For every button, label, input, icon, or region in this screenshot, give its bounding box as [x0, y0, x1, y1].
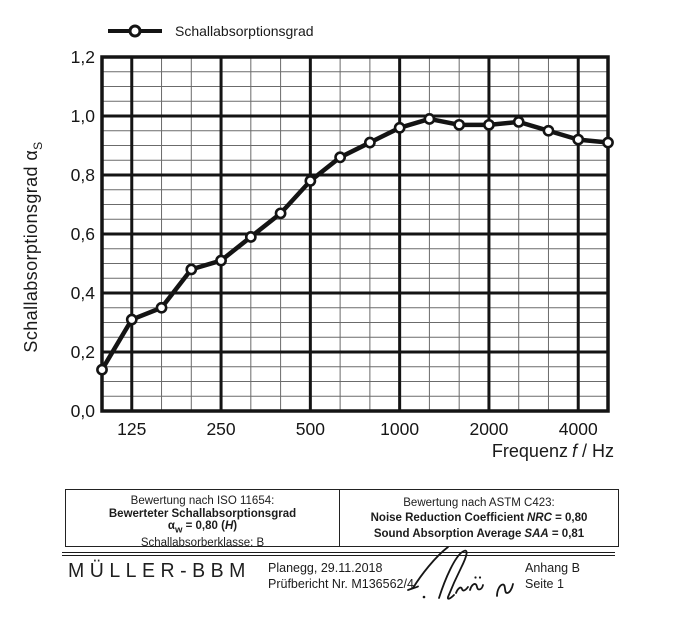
data-point — [304, 174, 317, 187]
astm-saa-value: Sound Absorption Average SAA = 0,81 — [373, 527, 585, 540]
y-axis-title: Schallabsorptionsgrad αS — [21, 141, 45, 352]
data-point — [215, 254, 227, 267]
y-tick-label: 0,8 — [71, 165, 95, 185]
data-point — [542, 124, 555, 137]
y-axis-title-text: Schallabsorptionsgrad α — [21, 149, 42, 353]
absorption-curve — [100, 116, 609, 371]
footer-annex: Anhang B — [525, 561, 580, 575]
x-axis-title: Frequenz f / Hz — [491, 441, 614, 461]
data-point — [512, 116, 525, 128]
footer-report-info: Planegg, 29.11.2018 Prüfbericht Nr. M136… — [268, 560, 414, 592]
footer-divider — [62, 552, 615, 556]
footer-place-date: Planegg, 29.11.2018 — [268, 561, 383, 575]
rating-table: Bewertung nach ISO 11654: Bewerteter Sch… — [65, 489, 619, 549]
footer-page: Seite 1 — [525, 577, 564, 591]
y-tick-label: 0,6 — [71, 224, 95, 244]
y-tick-label: 0,4 — [71, 283, 96, 303]
absorption-chart: 125 250 500 1000 2000 4000 0,0 0,2 0,4 0,6 0,8 1,0 1… — [71, 47, 614, 439]
signature — [407, 546, 514, 600]
x-tick-label: 1000 — [380, 419, 419, 439]
data-point — [393, 121, 406, 134]
y-tick-label: 0,2 — [71, 342, 95, 362]
x-tick-label: 2000 — [469, 419, 508, 439]
x-tick-label: 125 — [117, 419, 146, 439]
iso-rated-absorption: Bewerteter Schallabsorptionsgrad — [108, 507, 297, 520]
data-point — [244, 231, 257, 243]
y-tick-label: 1,0 — [71, 106, 96, 126]
rating-cell-astm: Bewertung nach ASTM C423: Noise Reductio… — [340, 490, 618, 546]
footer-annex-info: Anhang B Seite 1 — [525, 560, 580, 592]
x-tick-label: 250 — [206, 419, 235, 439]
data-point — [274, 207, 287, 220]
legend-label: Schallabsorptionsgrad — [175, 23, 314, 39]
rating-cell-iso: Bewertung nach ISO 11654: Bewerteter Sch… — [66, 490, 340, 549]
data-point — [125, 313, 138, 326]
data-point — [483, 118, 495, 131]
data-point — [363, 136, 376, 149]
data-point — [185, 263, 198, 276]
footer-report-number: Prüfbericht Nr. M136562/4 — [268, 577, 414, 591]
iso-absorber-class: Schallabsorberklasse: B — [140, 537, 265, 550]
x-tick-label: 4000 — [559, 419, 598, 439]
chart-legend: Schallabsorptionsgrad — [108, 23, 314, 39]
data-point — [155, 301, 168, 314]
data-point — [96, 363, 108, 376]
y-tick-label: 1,2 — [71, 47, 95, 67]
iso-alpha-w-value: αw = 0,80 (H) — [167, 520, 238, 536]
x-tick-label: 500 — [296, 419, 325, 439]
y-axis-title-subscript: S — [30, 141, 45, 150]
data-point — [423, 113, 436, 125]
data-point — [572, 133, 585, 146]
plot-frame — [100, 55, 610, 413]
astm-header: Bewertung nach ASTM C423: — [403, 496, 555, 509]
mueller-bbm-logo: MÜLLER-BBM — [68, 559, 251, 583]
legend-line-marker-icon — [108, 24, 162, 39]
data-point — [602, 136, 614, 149]
astm-nrc-value: Noise Reduction Coefficient NRC = 0,80 — [370, 512, 588, 524]
data-point — [453, 118, 466, 131]
iso-header: Bewertung nach ISO 11654: — [130, 495, 275, 507]
data-point — [334, 151, 347, 164]
y-tick-label: 0,0 — [71, 401, 96, 421]
